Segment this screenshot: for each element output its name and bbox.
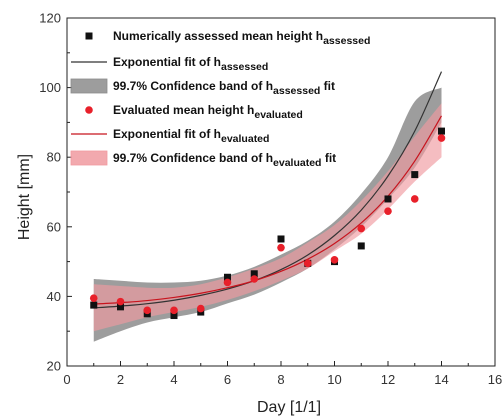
assessed-point xyxy=(90,301,98,309)
evaluated-point xyxy=(223,278,232,287)
evaluated-point xyxy=(303,259,312,268)
evaluated-point xyxy=(196,304,205,313)
evaluated-point xyxy=(89,294,98,302)
assessed-point xyxy=(170,312,178,320)
legend-circle-symbol xyxy=(85,106,93,114)
assessed-point xyxy=(250,270,258,278)
y-tick-label: 20 xyxy=(47,359,61,374)
assessed-point xyxy=(384,195,392,203)
confidence-bands xyxy=(93,87,442,342)
evaluated-point xyxy=(143,306,152,315)
x-tick-label: 16 xyxy=(488,372,502,387)
assessed-point xyxy=(357,242,365,250)
assessed-fit-line xyxy=(93,71,443,309)
legend-label-5: Exponential fit of hevaluated xyxy=(113,127,269,145)
legend-label-3: 99.7% Confidence band of hassessed fit xyxy=(113,79,335,97)
legend-band-symbol xyxy=(70,150,108,166)
assessed-point xyxy=(277,235,285,243)
evaluated-point xyxy=(250,275,259,283)
evaluated-point xyxy=(384,207,392,215)
legend-square-symbol xyxy=(85,32,93,40)
legend-label-1: Numerically assessed mean height hassess… xyxy=(113,29,370,47)
x-tick-label: 12 xyxy=(381,372,395,387)
evaluated-point xyxy=(410,195,419,203)
axes: 0 2 4 6 8 10 12 14 16 20 40 60 80 100 120 xyxy=(39,11,502,388)
assessed-point xyxy=(411,171,419,179)
x-tick-label: 4 xyxy=(170,372,177,387)
legend-label-2: Exponential fit of hassessed xyxy=(113,55,268,73)
legend-label-4: Evaluated mean height hevaluated xyxy=(113,103,303,121)
assessed-point xyxy=(224,273,231,281)
y-tick-label: 40 xyxy=(47,289,61,304)
x-tick-label: 6 xyxy=(224,372,231,387)
x-tick-label: 2 xyxy=(117,372,124,387)
y-tick-label: 120 xyxy=(39,11,61,26)
y-tick-label: 60 xyxy=(47,219,61,234)
assessed-point xyxy=(117,303,124,311)
assessed-point xyxy=(438,127,445,135)
evaluated-point xyxy=(330,256,339,264)
x-tick-label: 0 xyxy=(63,372,70,387)
y-tick-label: 100 xyxy=(39,80,61,95)
data-points xyxy=(89,127,446,320)
x-tick-label: 14 xyxy=(434,372,448,387)
evaluated-point xyxy=(116,297,125,306)
evaluated-point xyxy=(437,134,446,142)
x-tick-label: 10 xyxy=(327,372,341,387)
evaluated-point xyxy=(170,306,178,315)
legend: Numerically assessed mean height hassess… xyxy=(70,29,370,169)
x-tick-label: 8 xyxy=(277,372,284,387)
y-tick-label: 80 xyxy=(47,150,61,165)
y-axis-title: Height [mm] xyxy=(16,154,33,240)
x-axis-title: Day [1/1] xyxy=(257,399,321,416)
evaluated-confidence-band xyxy=(93,103,442,332)
evaluated-point xyxy=(357,224,366,233)
legend-band-symbol xyxy=(70,78,108,94)
legend-label-6: 99.7% Confidence band of hevaluated fit xyxy=(113,151,336,169)
evaluated-point xyxy=(277,243,285,252)
